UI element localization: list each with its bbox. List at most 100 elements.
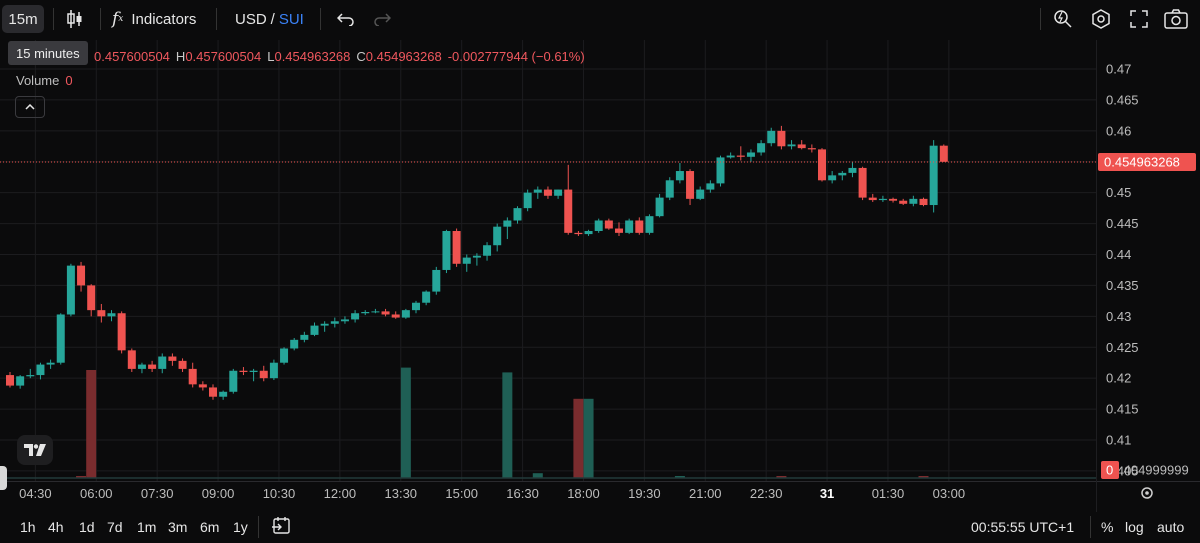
candle-body (696, 189, 705, 199)
volume-bar (532, 473, 543, 478)
candle-body (635, 220, 644, 233)
candle-body (371, 311, 380, 313)
y-tick-label: 0.435 (1106, 278, 1139, 293)
range-3m[interactable]: 3m (168, 519, 188, 535)
candle-body (777, 130, 786, 147)
tradingview-logo[interactable] (17, 435, 53, 465)
candle-body (280, 348, 289, 363)
candle-body (554, 189, 563, 196)
candle-body (807, 148, 816, 150)
volume-bar (674, 476, 685, 478)
candle-body (340, 319, 349, 322)
candle-body (746, 152, 755, 157)
candle-body (219, 391, 228, 397)
candle-body (97, 310, 106, 317)
candle-body (939, 145, 948, 162)
candle-body (229, 370, 238, 392)
scroll-handle[interactable] (0, 466, 7, 490)
indicators-label: Indicators (131, 10, 197, 28)
candle-body (828, 175, 837, 181)
close-key: C (356, 49, 366, 64)
x-tick-label: 01:30 (872, 486, 905, 501)
x-tick-label: 03:00 (933, 486, 966, 501)
quick-search-icon[interactable] (1052, 5, 1074, 33)
toolbar-divider (100, 8, 101, 30)
low-key: L (267, 49, 275, 64)
undo-icon[interactable] (336, 5, 356, 33)
ohlc-legend: 0.457600504 H0.457600504 L0.454963268 C0.45… (94, 49, 585, 64)
axis-settings-icon[interactable] (1141, 487, 1153, 499)
x-tick-label: 13:30 (385, 486, 418, 501)
candle-body (290, 339, 299, 349)
y-tick-label: 0.46 (1106, 123, 1131, 138)
collapse-legend-button[interactable] (15, 96, 45, 118)
low-value: 0.454963268 (274, 49, 351, 64)
camera-icon[interactable] (1163, 5, 1189, 33)
toolbar-divider (258, 516, 259, 538)
candle-body (137, 364, 146, 369)
axis-settings-icon-center (1145, 491, 1149, 495)
x-tick-label: 31 (820, 486, 834, 501)
candle-body (401, 310, 410, 318)
range-4h[interactable]: 4h (48, 519, 64, 535)
volume-bar (583, 398, 594, 478)
candle-body (615, 228, 623, 233)
redo-icon[interactable] (372, 5, 392, 33)
volume-bar (400, 367, 411, 478)
range-1y[interactable]: 1y (233, 519, 248, 535)
auto-toggle[interactable]: auto (1157, 519, 1185, 535)
candle-body (594, 220, 603, 232)
candle-body (574, 232, 583, 235)
date-range-icon[interactable] (271, 516, 291, 536)
interval-button[interactable]: 15m (2, 5, 44, 33)
volume-axis-label: 0 (1106, 463, 1113, 478)
candle-body (686, 171, 695, 199)
candle-body (533, 189, 542, 193)
price-chart[interactable]: 04:30 06:00 07:30 09:00 10:30 12:00 13:30 15:00… (0, 0, 1200, 512)
candle-body (858, 167, 867, 198)
candle-body (442, 231, 451, 270)
candle-body (239, 370, 248, 372)
x-tick-label: 16:30 (506, 486, 539, 501)
range-1h[interactable]: 1h (20, 519, 36, 535)
range-6m[interactable]: 6m (200, 519, 220, 535)
candle-body (726, 155, 735, 158)
x-tick-label: 18:00 (567, 486, 600, 501)
x-tick-label: 22:30 (750, 486, 783, 501)
range-1d[interactable]: 1d (79, 519, 95, 535)
candle-body (361, 312, 370, 314)
candle-body (675, 171, 684, 181)
candle-body (117, 313, 126, 351)
candlestick-type-icon[interactable] (64, 5, 86, 33)
log-toggle[interactable]: log (1125, 519, 1144, 535)
pair-separator: / (270, 10, 275, 28)
volume-bar (918, 476, 929, 478)
bottom-toolbar: 1h 4h 1d 7d 1m 3m 6m 1y 00:55:55 UTC+1 %… (0, 512, 1200, 543)
y-tick-label: 0.425 (1106, 340, 1139, 355)
clock-readout[interactable]: 00:55:55 UTC+1 (971, 519, 1075, 535)
candle-body (269, 362, 278, 379)
last-price-label: 0.454963268 (1104, 154, 1180, 169)
settings-icon[interactable] (1090, 5, 1112, 33)
candle-body (188, 368, 197, 385)
candle-body (483, 245, 492, 256)
x-tick-label: 04:30 (19, 486, 52, 501)
y-tick-label: 0.45 (1106, 185, 1131, 200)
range-1m[interactable]: 1m (137, 519, 157, 535)
candle-body (919, 198, 928, 206)
high-key: H (175, 49, 186, 64)
symbol-button[interactable]: USD / SUI (235, 5, 304, 33)
candle-body (391, 314, 400, 318)
candle-body (259, 370, 268, 379)
interval-label: 15m (8, 10, 38, 28)
candle-body (564, 189, 573, 233)
candle-body (127, 350, 136, 369)
range-7d[interactable]: 7d (107, 519, 123, 535)
candle-body (351, 313, 360, 320)
fullscreen-icon[interactable] (1128, 5, 1150, 33)
percent-toggle[interactable]: % (1101, 519, 1114, 535)
y-tick-label: .404999999 (1120, 463, 1189, 478)
candle-body (543, 189, 552, 196)
